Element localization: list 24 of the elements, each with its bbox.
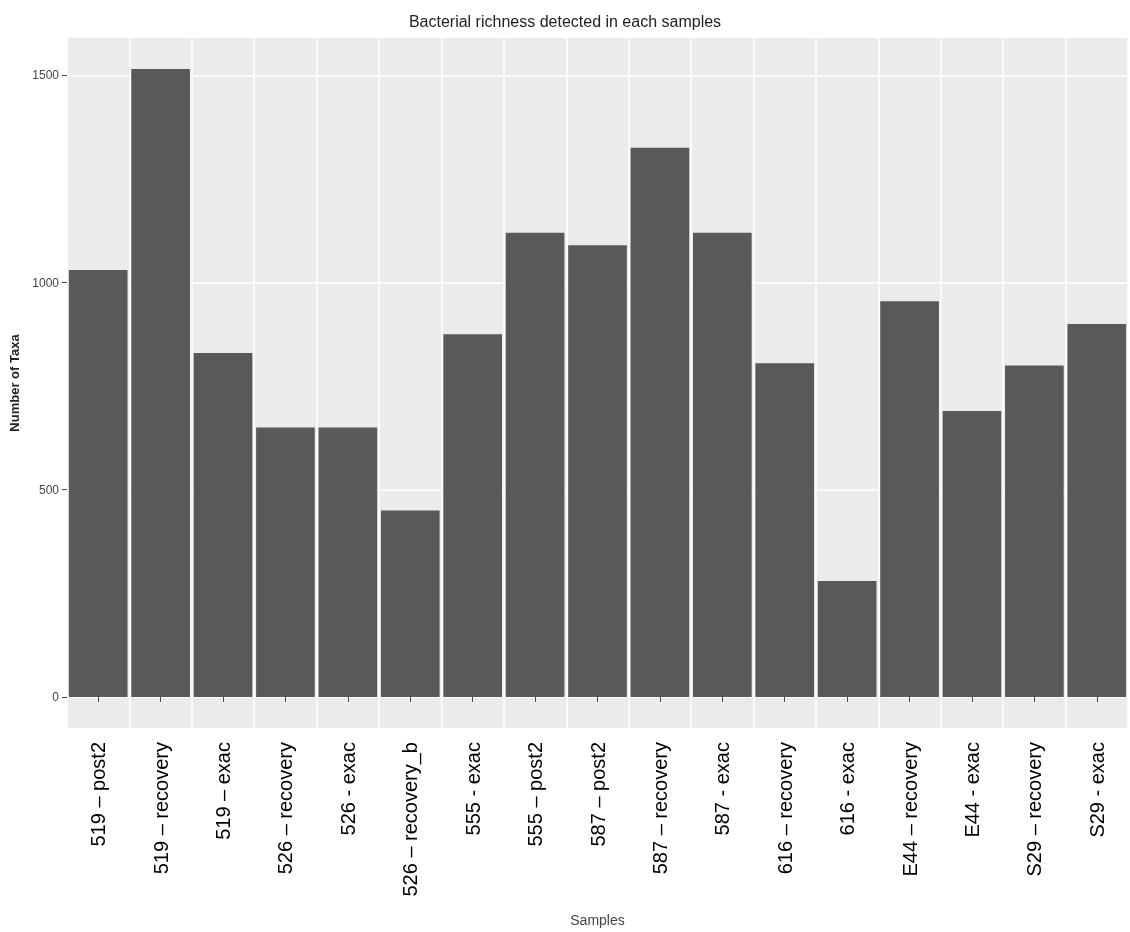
y-tick-label: 1000 [32,275,60,290]
x-tick-label: 526 – recovery [274,742,297,875]
x-tick-label: S29 – recovery [1023,742,1046,877]
x-axis-title: Samples [570,912,625,928]
x-tick-label: 555 – post2 [524,742,547,847]
y-tick-label: 0 [52,689,60,704]
y-tick-label: 500 [38,482,60,497]
x-tick-label: 587 - exac [711,742,734,836]
x-tick-label: 519 – post2 [87,742,110,847]
x-tick-label: 587 – recovery [648,742,671,875]
x-tick-label: S29 - exac [1085,742,1108,838]
x-tick-label: 519 – recovery [149,742,172,875]
x-tick-label: 616 - exac [836,742,859,836]
x-tick-label: 555 - exac [461,742,484,836]
x-tick-label: 519 – exac [212,742,235,840]
x-tick-label: 526 – recovery_b [399,742,423,897]
x-tick-label: E44 - exac [960,742,983,838]
x-tick-label: 587 – post2 [586,742,609,847]
y-tick-label: 1500 [32,68,60,83]
x-tick-label: 616 – recovery [773,742,796,875]
x-tick-label: E44 – recovery [898,742,921,877]
y-axis-title: Number of Taxa [7,333,22,432]
x-tick-label: 526 - exac [336,742,359,836]
chart-title: Bacterial richness detected in each samples [408,12,722,30]
